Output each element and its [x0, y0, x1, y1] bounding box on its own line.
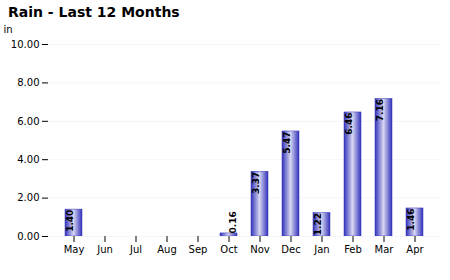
svg-text:6.00: 6.00 [17, 116, 39, 127]
html-text:Rain - Last 12 Months: Rain - Last 12 Months [8, 4, 180, 20]
svg-text:Dec: Dec [281, 244, 300, 255]
svg-text:1.40: 1.40 [65, 210, 75, 232]
svg-text:1.46: 1.46 [406, 208, 416, 230]
svg-text:5.47: 5.47 [282, 131, 292, 153]
svg-text:1.22: 1.22 [313, 213, 323, 235]
svg-text:Jan: Jan [313, 244, 329, 255]
svg-text:in: in [4, 24, 13, 35]
svg-text:10.00: 10.00 [11, 39, 40, 50]
svg-text:Feb: Feb [344, 244, 362, 255]
svg-text:Jun: Jun [96, 244, 113, 255]
svg-text:3.37: 3.37 [251, 172, 261, 194]
svg-text:4.00: 4.00 [17, 154, 39, 165]
svg-text:Aug: Aug [157, 244, 177, 255]
svg-text:Oct: Oct [220, 244, 237, 255]
svg-text:May: May [64, 244, 85, 255]
svg-text:8.00: 8.00 [17, 77, 39, 88]
svg-text:0.16: 0.16 [228, 211, 238, 233]
svg-text:2.00: 2.00 [17, 192, 39, 203]
svg-text:Apr: Apr [406, 244, 424, 255]
svg-text:0.00: 0.00 [17, 231, 39, 242]
svg-text:Mar: Mar [375, 244, 395, 255]
svg-text:Sep: Sep [189, 244, 208, 255]
svg-text:Nov: Nov [250, 244, 270, 255]
svg-text:6.46: 6.46 [344, 112, 354, 134]
svg-text:7.16: 7.16 [375, 99, 385, 121]
svg-text:Jul: Jul [129, 244, 142, 255]
